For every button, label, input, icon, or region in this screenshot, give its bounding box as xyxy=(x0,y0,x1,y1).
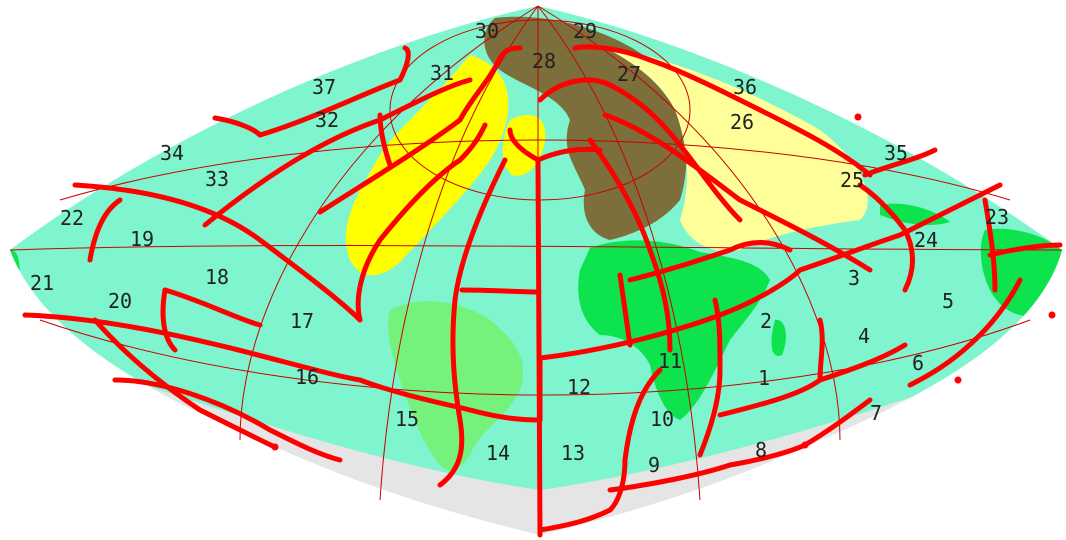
zone-label-21: 21 xyxy=(30,271,54,295)
zone-label-20: 20 xyxy=(108,289,132,313)
zone-label-31: 31 xyxy=(430,61,454,85)
boundary-nodes xyxy=(271,113,1056,451)
zone-label-32: 32 xyxy=(315,108,339,132)
zone-label-15: 15 xyxy=(395,407,419,431)
zone-label-1: 1 xyxy=(758,366,770,390)
zone-label-5: 5 xyxy=(942,289,954,313)
zone-label-18: 18 xyxy=(205,265,229,289)
zone-boundaries xyxy=(22,44,1063,538)
zone-label-29: 29 xyxy=(573,19,597,43)
eurasia-north-landmass xyxy=(484,16,687,241)
zone-label-34: 34 xyxy=(160,141,184,165)
zone-labels: 1 2 3 4 5 6 7 8 9 10 11 12 13 14 15 16 1… xyxy=(30,19,1009,477)
zone-label-35: 35 xyxy=(884,141,908,165)
zone-label-4: 4 xyxy=(858,324,870,348)
zone-label-3: 3 xyxy=(848,266,860,290)
zone-label-2: 2 xyxy=(760,309,772,333)
madagascar-landmass xyxy=(771,319,786,356)
zone-label-36: 36 xyxy=(733,75,757,99)
zone-label-37: 37 xyxy=(312,75,336,99)
zone-label-27: 27 xyxy=(617,62,641,86)
zone-label-13: 13 xyxy=(561,441,585,465)
zone-label-33: 33 xyxy=(205,167,229,191)
zone-label-26: 26 xyxy=(730,110,754,134)
zone-label-16: 16 xyxy=(295,365,319,389)
zone-label-12: 12 xyxy=(567,375,591,399)
zone-label-10: 10 xyxy=(650,407,674,431)
zone-label-28: 28 xyxy=(532,49,556,73)
zone-label-7: 7 xyxy=(870,401,882,425)
zone-label-23: 23 xyxy=(985,205,1009,229)
zone-label-17: 17 xyxy=(290,309,314,333)
zone-label-19: 19 xyxy=(130,227,154,251)
zone-label-14: 14 xyxy=(486,441,510,465)
zone-label-8: 8 xyxy=(755,438,767,462)
zone-label-11: 11 xyxy=(658,349,682,373)
zone-label-9: 9 xyxy=(648,453,660,477)
zone-label-22: 22 xyxy=(60,206,84,230)
zone-label-6: 6 xyxy=(912,351,924,375)
zone-label-30: 30 xyxy=(475,19,499,43)
zone-label-25: 25 xyxy=(840,168,864,192)
zone-label-24: 24 xyxy=(914,228,938,252)
asia-landmass xyxy=(600,45,868,252)
